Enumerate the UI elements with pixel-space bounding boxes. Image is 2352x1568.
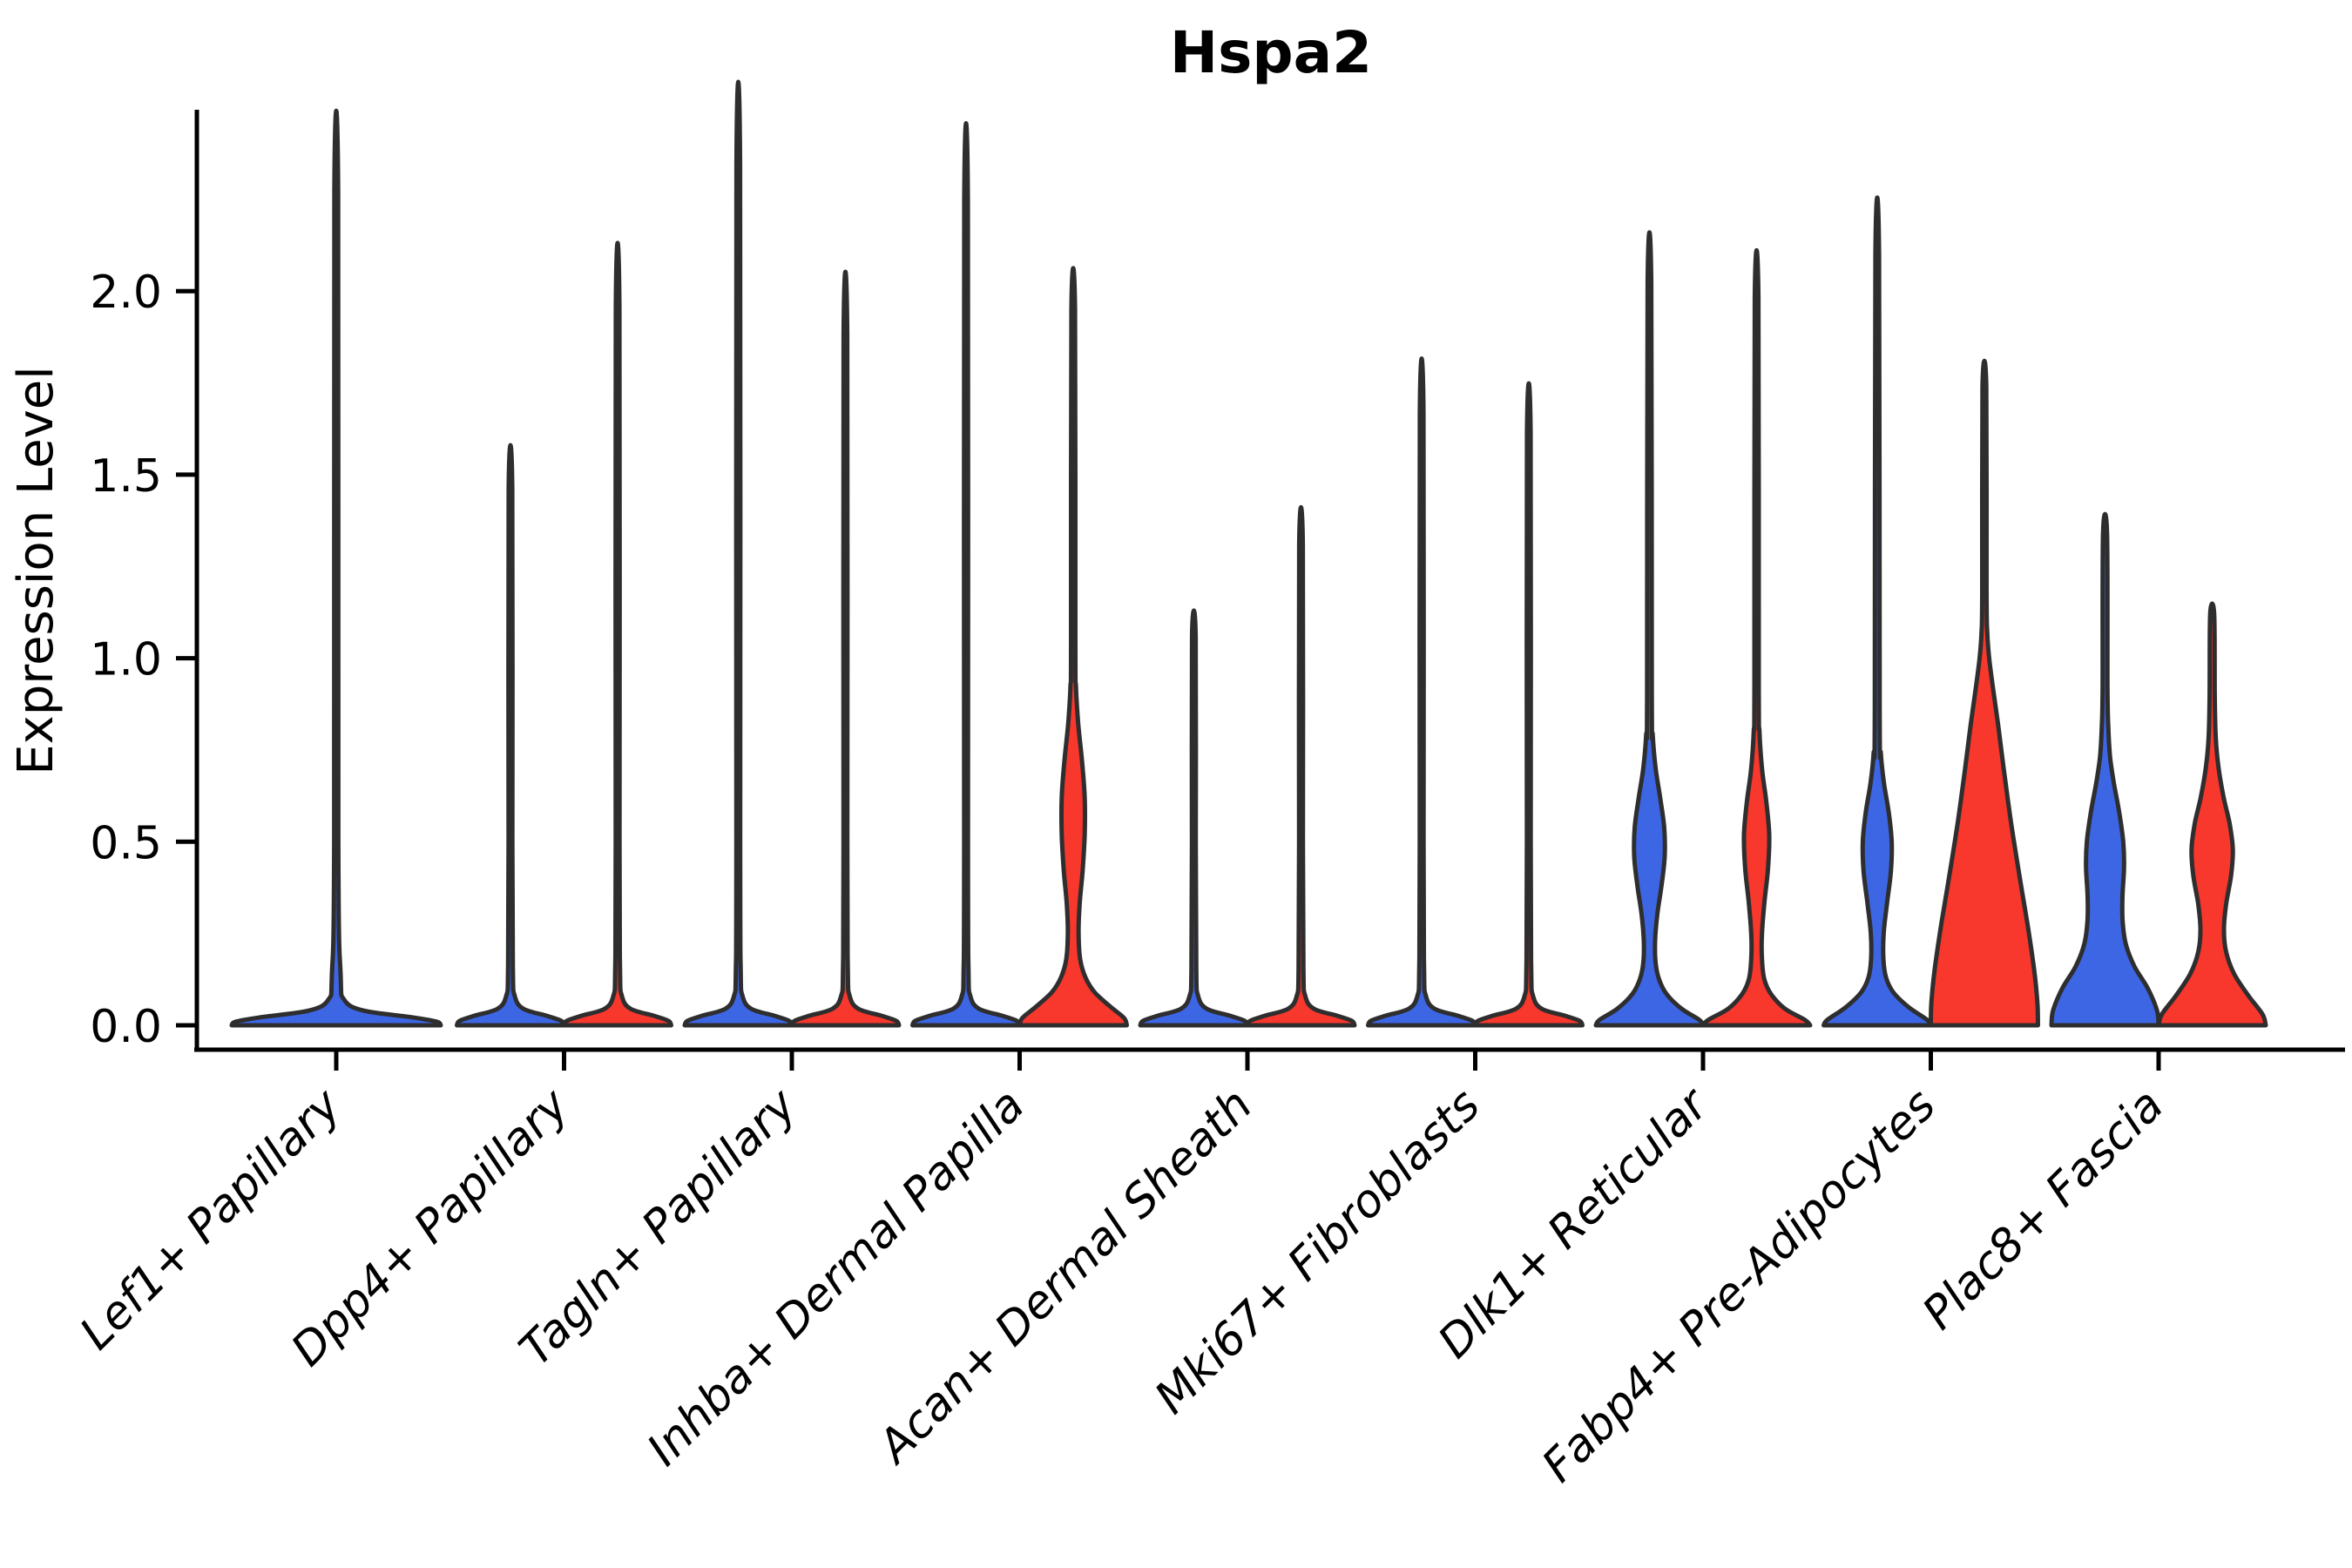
violin-Tagln+-red [789,269,902,1028]
x-tick-label: Acan+ Dermal Sheath [867,1079,1262,1475]
violin-Dpp4+-red [562,240,673,1028]
y-tick-label: 1.5 [90,450,162,503]
violin-Inhba+-red [1017,266,1129,1028]
y-axis-label: Expression Level [8,366,64,775]
violin-Mki67+-blue [1366,356,1477,1028]
y-ticks-layer: 0.0 0.5 1.0 1.5 2.0 [90,267,197,1053]
violin-Acan+-blue [1138,608,1250,1028]
violin-Plac8+-blue [2049,511,2161,1028]
violin-Inhba+-blue [910,120,1022,1028]
y-tick-label: 0.5 [90,817,162,869]
y-tick-label: 2.0 [90,267,162,319]
x-tick-label: Inhba+ Dermal Papilla [638,1079,1035,1477]
violin-Dlk1+-red [1700,248,1813,1028]
violin-Dpp4+-blue [455,443,566,1028]
violin-Mki67+-red [1473,381,1585,1028]
violin-Dlk1+-blue [1593,230,1706,1028]
y-tick-label: 1.0 [90,634,162,686]
violin-Fabp4+-blue [1821,195,1933,1028]
violin-Lef1+-blue [229,108,443,1028]
x-tick-label: Fabp4+ Pre-Adipocytes [1532,1079,1946,1493]
x-tick-label: Plac8+ Fascia [1913,1079,2173,1340]
violin-Fabp4+-red [1929,358,2040,1028]
violin-Acan+-red [1245,505,1357,1028]
violin-Tagln+-blue [682,79,794,1028]
violins-layer [229,79,2268,1028]
violin-Plac8+-red [2156,601,2268,1028]
y-tick-label: 0.0 [90,1001,162,1053]
plot-title: Hspa2 [1169,19,1373,86]
